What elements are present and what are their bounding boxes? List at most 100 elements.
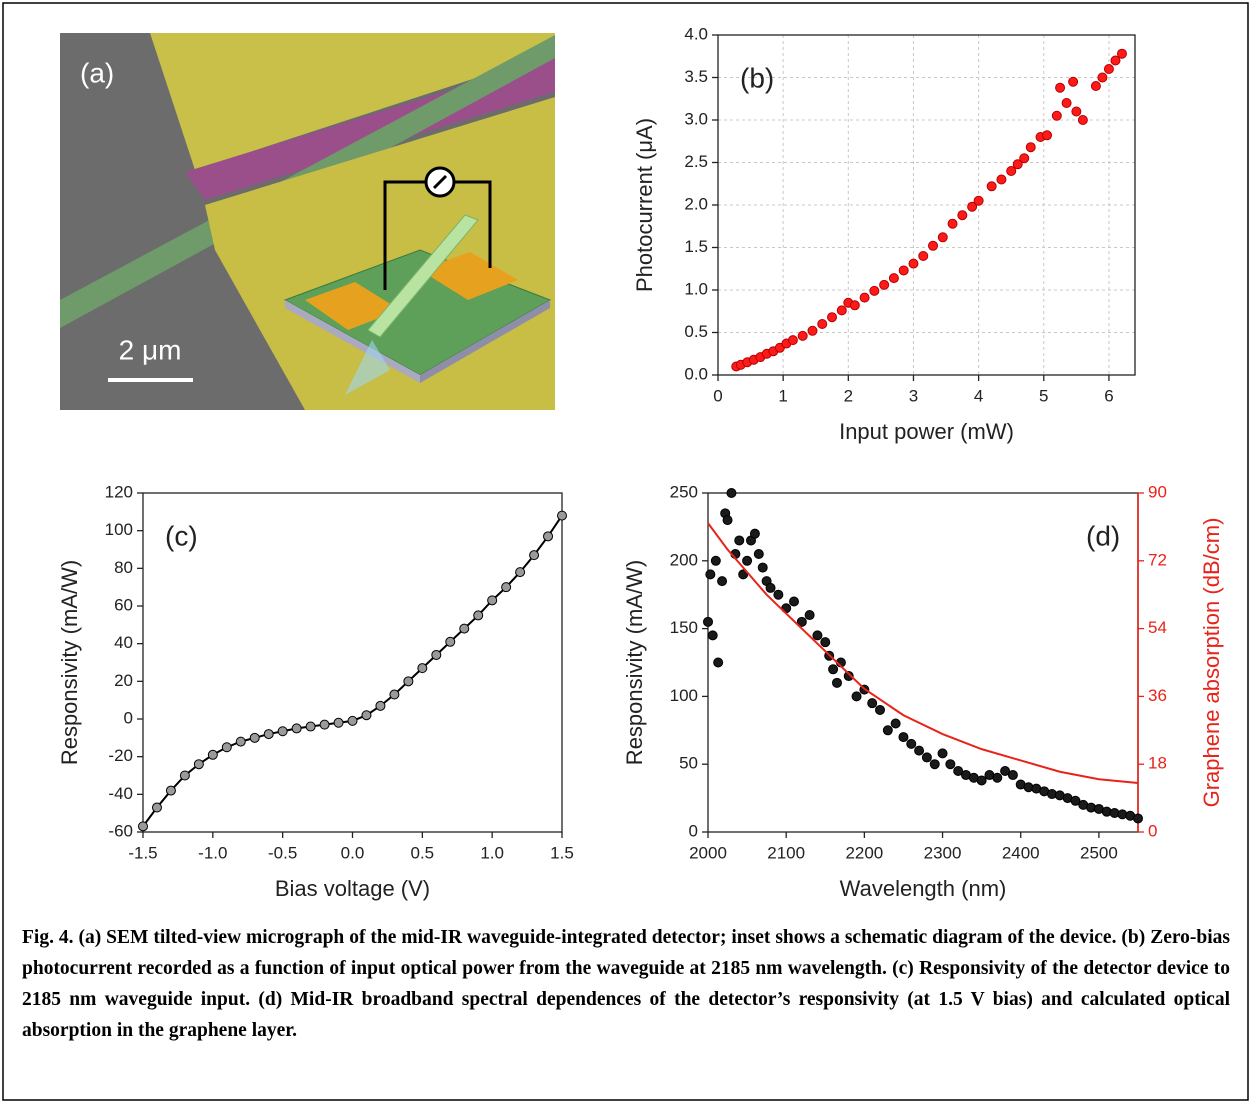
data-point — [403, 676, 414, 687]
data-point — [921, 752, 932, 763]
y2-tick-label: 72 — [1148, 550, 1167, 569]
data-point — [459, 623, 470, 634]
data-point — [1006, 166, 1017, 176]
x-tick-label: 5 — [1039, 386, 1048, 405]
data-point — [1090, 81, 1101, 91]
x-axis-label: Wavelength (nm) — [840, 876, 1007, 901]
data-point — [473, 610, 484, 621]
y-tick-label: -20 — [108, 746, 133, 765]
data-point — [487, 595, 498, 606]
plot-frame — [142, 492, 563, 833]
data-point — [753, 549, 764, 560]
plot-frame — [707, 492, 1139, 833]
data-point — [796, 616, 807, 627]
data-point — [976, 775, 987, 786]
data-point — [967, 201, 978, 212]
data-point — [992, 772, 1003, 783]
data-point — [1071, 106, 1082, 117]
data-point — [1097, 72, 1108, 83]
x-tick-label: 0.5 — [411, 843, 435, 862]
data-point — [707, 630, 718, 641]
data-point — [828, 664, 839, 675]
data-point — [1019, 153, 1030, 164]
x-tick-label: 2000 — [689, 843, 727, 862]
data-point — [305, 721, 316, 732]
data-point — [789, 596, 799, 607]
y-tick-label: 40 — [114, 633, 133, 652]
data-point — [875, 704, 885, 715]
data-point — [703, 616, 713, 627]
data-point — [726, 488, 737, 498]
panel-label: (c) — [165, 520, 198, 551]
data-point — [557, 510, 567, 521]
data-point — [836, 305, 847, 316]
data-point — [820, 637, 831, 648]
data-point — [710, 555, 721, 566]
x-tick-label: 1.5 — [550, 843, 574, 862]
data-point — [879, 279, 890, 290]
y2-tick-label: 18 — [1148, 754, 1167, 773]
data-point — [389, 689, 400, 700]
y-tick-label: 60 — [114, 595, 133, 614]
data-point — [207, 749, 218, 760]
y2-axis-label: Graphene absorption (dB/cm) — [1199, 518, 1224, 808]
y-tick-label: 0.0 — [684, 364, 708, 383]
x-tick-label: 1 — [778, 386, 787, 405]
data-point — [890, 718, 901, 729]
y-axis-label: Responsivity (mA/W) — [57, 560, 82, 765]
y-tick-label: 3.5 — [684, 67, 708, 86]
data-point — [722, 515, 733, 526]
data-point — [445, 636, 456, 647]
data-point — [734, 535, 745, 546]
data-point — [1007, 770, 1018, 781]
y-axis-label: Responsivity (mA/W) — [622, 560, 647, 765]
data-point — [928, 240, 939, 251]
data-point — [937, 748, 948, 759]
data-point — [827, 312, 838, 323]
x-axis-label: Input power (mW) — [839, 419, 1014, 444]
x-tick-label: -0.5 — [268, 843, 297, 862]
y-tick-label: 1.5 — [684, 237, 708, 256]
data-point — [501, 582, 512, 593]
x-tick-label: 6 — [1104, 386, 1113, 405]
data-point — [787, 335, 798, 346]
x-tick-label: 2500 — [1080, 843, 1118, 862]
data-point — [765, 582, 776, 593]
panel-label: (d) — [1086, 520, 1120, 551]
y-tick-label: 0.5 — [684, 322, 708, 341]
data-point — [757, 562, 768, 573]
data-point — [1012, 159, 1023, 170]
data-point — [1116, 48, 1127, 59]
data-point — [869, 285, 880, 296]
x-tick-label: -1.5 — [128, 843, 157, 862]
data-point — [291, 723, 302, 734]
x-tick-label: 2300 — [924, 843, 962, 862]
y-tick-label: 1.0 — [684, 279, 708, 298]
data-point — [843, 671, 854, 682]
y-tick-label: 0 — [689, 821, 698, 840]
data-point — [888, 273, 899, 284]
data-point — [807, 325, 818, 336]
panel-label: (b) — [740, 62, 774, 93]
data-point — [193, 759, 204, 770]
data-point — [859, 292, 870, 303]
y-tick-label: 200 — [670, 550, 698, 569]
y-axis-label: Photocurrent (μA) — [632, 118, 657, 292]
data-point — [347, 715, 358, 726]
data-point — [333, 717, 344, 728]
data-point — [1055, 82, 1066, 93]
y-tick-label: 50 — [679, 754, 698, 773]
y-tick-label: 2.5 — [684, 152, 708, 171]
data-point — [867, 698, 878, 709]
data-point — [235, 736, 246, 747]
data-point — [705, 569, 716, 580]
data-point — [221, 742, 232, 753]
y-tick-label: 100 — [670, 686, 698, 705]
y2-tick-label: 90 — [1148, 482, 1167, 501]
y-tick-label: 80 — [114, 558, 133, 577]
x-tick-label: 2100 — [767, 843, 805, 862]
y-tick-label: 3.0 — [684, 109, 708, 128]
data-point — [1051, 110, 1062, 121]
